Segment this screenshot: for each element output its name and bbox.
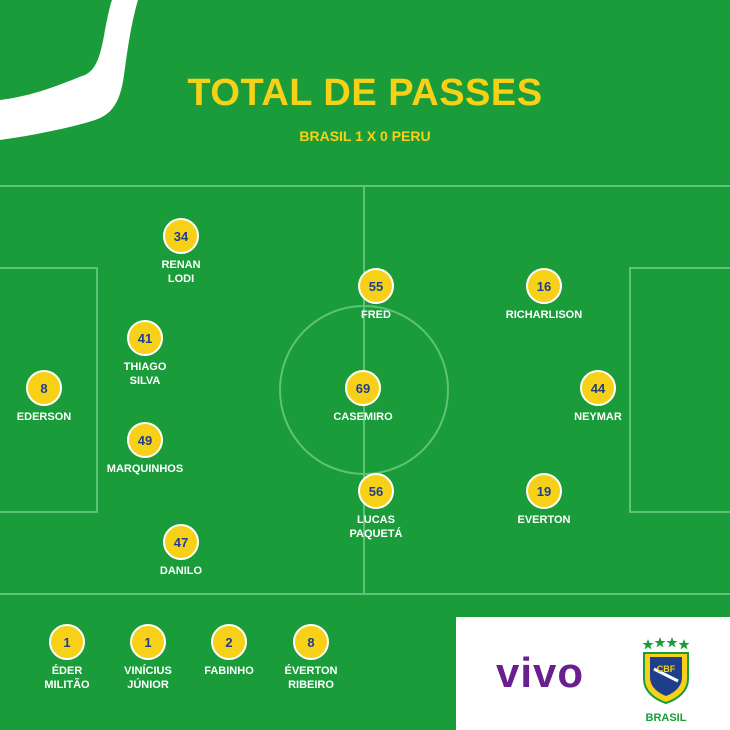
passes-badge: 2: [211, 624, 247, 660]
passes-badge: 44: [580, 370, 616, 406]
cbf-crest-text: CBF: [657, 664, 676, 674]
substitute-card: 8 ÉVERTON RIBEIRO: [251, 624, 371, 692]
substitute-card: 1 ÉDER MILITÃO: [7, 624, 127, 692]
player-card: 69 CASEMIRO: [303, 370, 423, 424]
passes-badge: 8: [293, 624, 329, 660]
player-name: EVERTON: [517, 514, 571, 526]
player-name: EDERSON: [16, 411, 72, 423]
passes-badge: 47: [163, 524, 199, 560]
passes-badge: 19: [526, 473, 562, 509]
crest-label: BRASIL: [645, 712, 687, 724]
match-score: BRASIL 1 X 0 PERU: [299, 128, 431, 144]
passes-badge: 16: [526, 268, 562, 304]
player-name: FABINHO: [204, 665, 254, 677]
vivo-logo: vivo: [496, 649, 585, 696]
substitute-card: 1 VINÍCIUS JÚNIOR: [88, 624, 208, 692]
passes-badge: 41: [127, 320, 163, 356]
left-penalty-area: [0, 267, 98, 513]
sponsor-panel: vivo CBF BRASIL: [456, 617, 730, 730]
player-name: RENAN LODI: [161, 259, 201, 285]
page-title: TOTAL DE PASSES: [187, 72, 543, 114]
player-name: CASEMIRO: [333, 411, 393, 423]
player-name: ÉVERTON RIBEIRO: [284, 665, 338, 691]
passes-badge: 34: [163, 218, 199, 254]
player-name: LUCAS PAQUETÁ: [349, 514, 403, 540]
player-name: MARQUINHOS: [106, 463, 184, 475]
substitute-card: 2 FABINHO: [169, 624, 289, 678]
player-card: 8 EDERSON: [0, 370, 104, 424]
passes-badge: 49: [127, 422, 163, 458]
player-card: 56 LUCAS PAQUETÁ: [316, 473, 436, 541]
passes-badge: 69: [345, 370, 381, 406]
passes-badge: 8: [26, 370, 62, 406]
player-name: ÉDER MILITÃO: [44, 665, 90, 691]
passes-badge: 56: [358, 473, 394, 509]
player-name: RICHARLISON: [505, 309, 583, 321]
player-card: 47 DANILO: [121, 524, 241, 578]
player-name: THIAGO SILVA: [123, 361, 167, 387]
player-card: 44 NEYMAR: [538, 370, 658, 424]
right-penalty-area: [629, 267, 730, 513]
player-name: NEYMAR: [574, 411, 622, 423]
passes-badge: 1: [49, 624, 85, 660]
passes-badge: 55: [358, 268, 394, 304]
player-name: VINÍCIUS JÚNIOR: [124, 665, 172, 691]
player-name: DANILO: [159, 565, 203, 577]
player-card: 41 THIAGO SILVA: [85, 320, 205, 388]
cbf-shield-icon: CBF: [642, 637, 690, 705]
player-card: 34 RENAN LODI: [121, 218, 241, 286]
player-card: 19 EVERTON: [484, 473, 604, 527]
center-circle: [279, 305, 449, 475]
corner-swoosh-decoration: [0, 0, 138, 140]
player-card: 55 FRED: [316, 268, 436, 322]
player-card: 16 RICHARLISON: [484, 268, 604, 322]
cbf-crest-icon: CBF BRASIL: [636, 635, 696, 724]
passes-badge: 1: [130, 624, 166, 660]
player-card: 49 MARQUINHOS: [85, 422, 205, 476]
player-name: FRED: [361, 309, 391, 321]
